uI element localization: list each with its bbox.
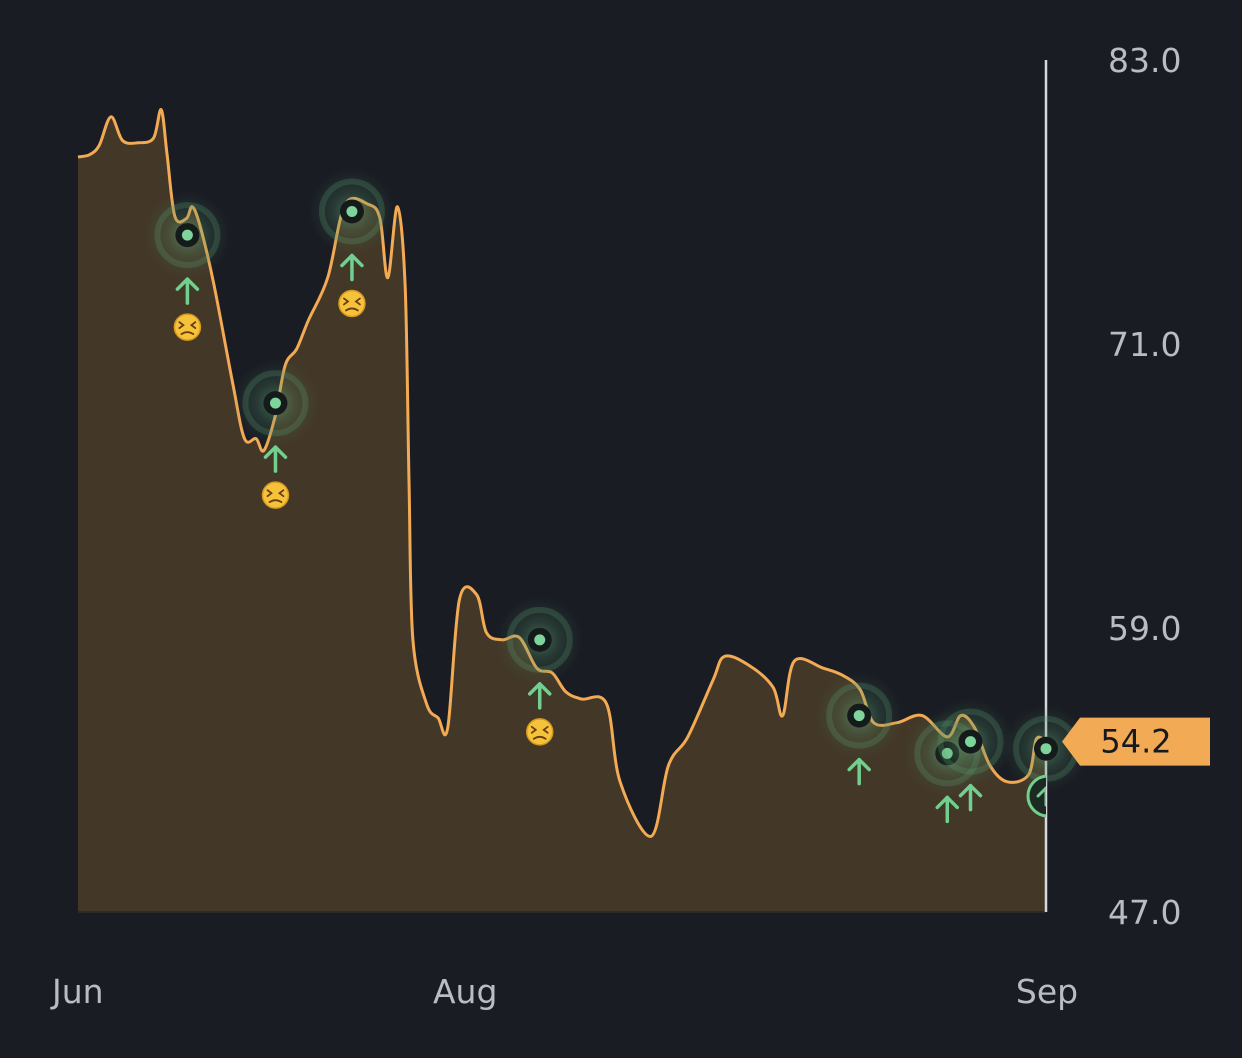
arrow-up-icon: [340, 253, 364, 282]
sad-face-icon-head: [338, 289, 366, 318]
arrow-up-icon-head: [847, 757, 871, 772]
arrow-up-icon: [263, 445, 288, 473]
arrow-up-circle-icon-head: [1036, 786, 1046, 798]
event-dot-inner: [181, 229, 193, 241]
sad-face-icon-features: [178, 321, 197, 336]
arrow-up-icon-head: [527, 682, 552, 696]
y-tick-label: 59.0: [1108, 609, 1181, 648]
current-value-badge-shape: [1062, 717, 1210, 766]
x-tick-label: Jun: [50, 972, 104, 1011]
sad-face-icon-features: [266, 489, 285, 504]
event-dot-inner: [346, 205, 358, 217]
event-marker[interactable]: [1002, 704, 1090, 793]
sad-face-icon-head: [173, 313, 202, 341]
sad-face-icon: [338, 289, 366, 318]
sad-face-icon-features: [530, 725, 549, 740]
arrow-up-icon-head: [175, 277, 200, 291]
event-marker[interactable]: [815, 671, 904, 786]
sad-face-icon-eye: [277, 489, 285, 498]
sad-face-icon: [525, 718, 554, 746]
sad-face-icon-eye: [189, 321, 197, 330]
sad-face-icon-eye: [343, 297, 350, 306]
arrow-up-icon: [527, 682, 552, 710]
sad-face-icon-mouth: [268, 499, 283, 504]
y-tick-label: 83.0: [1108, 41, 1181, 80]
sad-face-icon-mouth: [532, 735, 547, 740]
event-marker[interactable]: [231, 359, 320, 509]
arrow-up-icon-head: [935, 795, 960, 810]
sad-face-icon-head: [261, 481, 290, 509]
arrow-up-icon: [175, 277, 200, 305]
sad-face-icon-mouth: [345, 307, 359, 312]
current-value-label: 54.2: [1100, 723, 1171, 761]
event-marker[interactable]: [495, 595, 584, 746]
event-ring: [242, 370, 309, 437]
arrow-up-circle-icon[interactable]: [1026, 774, 1068, 818]
event-dot-inner: [534, 634, 546, 646]
event-marker[interactable]: [307, 167, 396, 318]
area-fill: [78, 109, 1046, 913]
sad-face-icon-mouth: [180, 331, 195, 336]
y-tick-labels: 83.0 71.0 59.0 47.0: [1108, 41, 1181, 932]
event-dot-inner: [853, 710, 865, 722]
y-tick-label: 71.0: [1108, 325, 1181, 364]
event-ring: [154, 202, 221, 269]
sad-face-icon-features: [343, 297, 361, 312]
arrow-up-icon: [958, 783, 983, 812]
arrow-up-icon-head: [958, 783, 983, 798]
event-marker[interactable]: [143, 191, 232, 341]
arrow-up-icon-head: [263, 445, 288, 459]
sad-face-icon-eye: [354, 297, 361, 306]
event-dot-inner: [964, 736, 976, 748]
event-marker[interactable]: [926, 697, 1015, 812]
x-tick-label: Sep: [1016, 972, 1078, 1011]
arrow-up-icon: [935, 795, 960, 824]
x-tick-label: Aug: [433, 972, 497, 1011]
x-tick-labels: Jun Aug Sep: [50, 972, 1078, 1011]
arrow-up-icon: [847, 757, 871, 786]
current-value-badge[interactable]: 54.2: [1062, 717, 1210, 766]
sad-face-icon-eye: [266, 489, 273, 498]
event-ring: [826, 682, 893, 749]
events-layer: [143, 167, 1090, 824]
event-ring: [318, 178, 385, 245]
y-tick-label: 47.0: [1108, 893, 1181, 932]
sad-face-icon: [173, 313, 202, 341]
event-ring: [506, 606, 573, 673]
event-dot-inner: [269, 397, 281, 409]
event-ring: [937, 708, 1004, 775]
arrow-up-icon-head: [340, 253, 364, 268]
sad-face-icon-head: [525, 718, 554, 746]
sad-face-icon: [261, 481, 290, 509]
plot-area: [77, 60, 1090, 913]
event-dot-inner: [1040, 743, 1052, 755]
sad-face-icon-eye: [178, 321, 185, 330]
sad-face-icon-eye: [542, 725, 549, 734]
sad-face-icon-eye: [530, 725, 538, 734]
